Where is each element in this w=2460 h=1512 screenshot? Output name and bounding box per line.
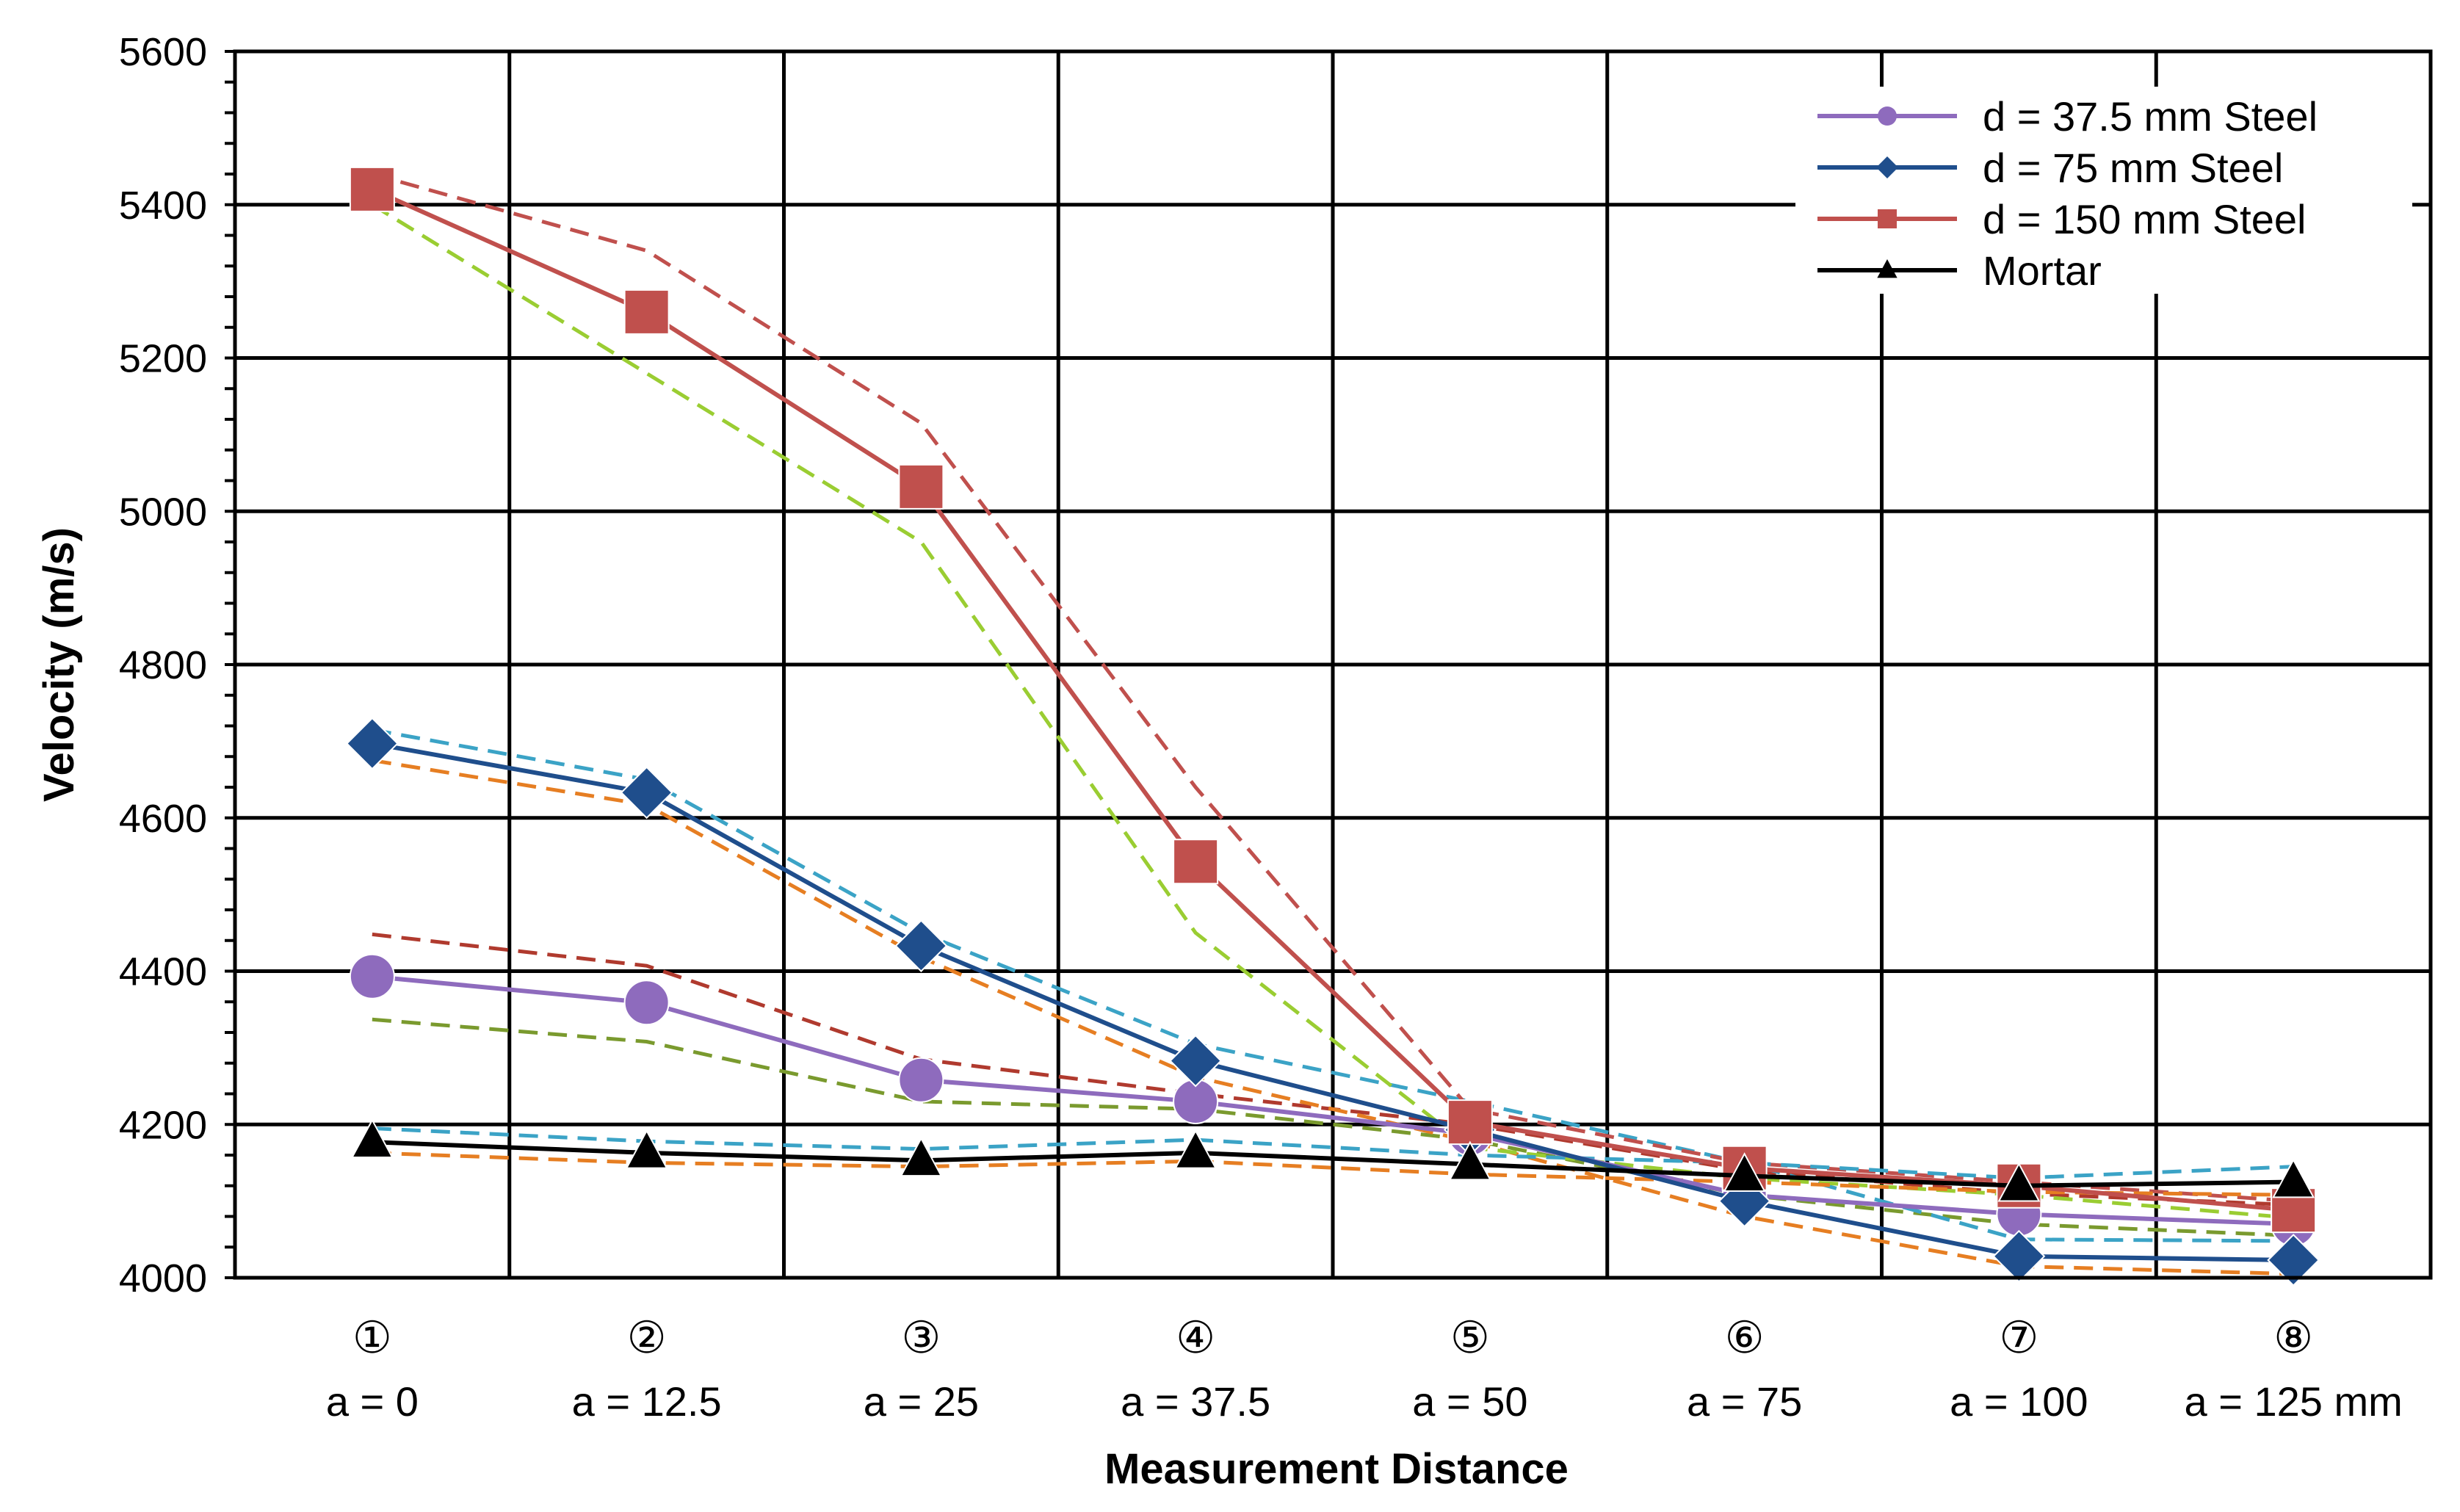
- x-tick-label: a = 25: [864, 1378, 979, 1425]
- data-point: [900, 1137, 943, 1177]
- data-point: [620, 766, 673, 820]
- legend-label: d = 37.5 mm Steel: [1983, 93, 2318, 140]
- legend: d = 37.5 mm Steel d = 75 mm Steel d = 150 …: [1795, 87, 2412, 294]
- legend-label: d = 75 mm Steel: [1983, 145, 2283, 191]
- x-tick-label: a = 100: [1950, 1378, 2088, 1425]
- data-point: [350, 1118, 394, 1159]
- legend-marker: [1878, 106, 1897, 126]
- data-point: [1997, 1162, 2041, 1202]
- x-tick-label: a = 50: [1412, 1378, 1527, 1425]
- y-tick-label: 5200: [119, 337, 207, 381]
- data-point: [898, 463, 944, 510]
- data-point: [1992, 1229, 2046, 1283]
- data-point: [898, 1057, 944, 1103]
- data-point: [1169, 1034, 1223, 1088]
- bound-line: [372, 1151, 2294, 1197]
- data-point: [625, 1129, 668, 1169]
- x-tick-number: ③: [901, 1313, 941, 1362]
- plot-frame: [233, 49, 2433, 1280]
- bound-line: [372, 1126, 2294, 1180]
- legend-marker: [1876, 156, 1898, 178]
- data-point: [349, 953, 395, 999]
- legend-marker: [1878, 209, 1897, 228]
- y-tick-label: 4200: [119, 1103, 207, 1147]
- bound-line: [371, 203, 2294, 1220]
- y-axis-ticks: 4000 4200 4400 4600 4800 5000 5200 5400 5600: [119, 30, 207, 1301]
- data-point: [894, 919, 948, 972]
- series-line: [372, 974, 2294, 1226]
- y-tick-label: 4800: [119, 643, 207, 687]
- x-tick-number: ⑤: [1450, 1313, 1490, 1362]
- bound-lines: [371, 172, 2294, 1276]
- x-tick-number: ⑥: [1725, 1313, 1765, 1362]
- data-point: [349, 166, 395, 212]
- x-tick-number: ④: [1176, 1313, 1215, 1362]
- x-tick-label: a = 125 mm: [2184, 1378, 2402, 1425]
- y-tick-label: 4400: [119, 950, 207, 994]
- series-line: [372, 741, 2294, 1262]
- y-axis-title: Velocity (m/s): [35, 527, 83, 802]
- y-tick-label: 5000: [119, 490, 207, 534]
- legend-label: Mortar: [1983, 247, 2102, 294]
- data-point: [1173, 839, 1219, 885]
- x-tick-label: a = 75: [1687, 1378, 1802, 1425]
- series-line: [372, 1140, 2294, 1188]
- legend-label: d = 150 mm Steel: [1983, 196, 2306, 242]
- bound-line: [372, 728, 2294, 1243]
- bound-line: [372, 759, 2294, 1276]
- data-point: [345, 717, 399, 770]
- x-axis-ticks: ① a = 0 ② a = 12.5 ③ a = 25 ④ a = 37.5 ⑤ a = 50 ⑥ a…: [326, 1313, 2403, 1425]
- x-tick-number: ⑧: [2273, 1313, 2313, 1362]
- data-point: [623, 980, 670, 1026]
- y-tick-label: 5600: [119, 30, 207, 74]
- legend-marker: [1877, 259, 1898, 278]
- x-tick-number: ⑦: [1999, 1313, 2038, 1362]
- y-tick-label: 5400: [119, 184, 207, 228]
- x-tick-number: ①: [352, 1313, 392, 1362]
- data-point: [1174, 1129, 1218, 1169]
- data-point: [623, 289, 670, 335]
- data-point: [1447, 1099, 1493, 1146]
- data-point: [1723, 1152, 1766, 1192]
- data-point: [2272, 1158, 2315, 1198]
- bound-line: [372, 172, 2294, 1204]
- x-tick-label: a = 0: [326, 1378, 419, 1425]
- legend-background: [1795, 87, 2412, 294]
- data-point: [2267, 1234, 2320, 1287]
- y-tick-label: 4000: [119, 1256, 207, 1301]
- x-axis-title: Measurement Distance: [1104, 1445, 1569, 1493]
- series-lines: [345, 166, 2320, 1287]
- x-tick-label: a = 12.5: [572, 1378, 722, 1425]
- x-tick-number: ②: [627, 1313, 667, 1362]
- data-point: [1448, 1140, 1491, 1181]
- y-tick-label: 4600: [119, 797, 207, 841]
- x-tick-label: a = 37.5: [1121, 1378, 1270, 1425]
- bound-line: [372, 1017, 2294, 1238]
